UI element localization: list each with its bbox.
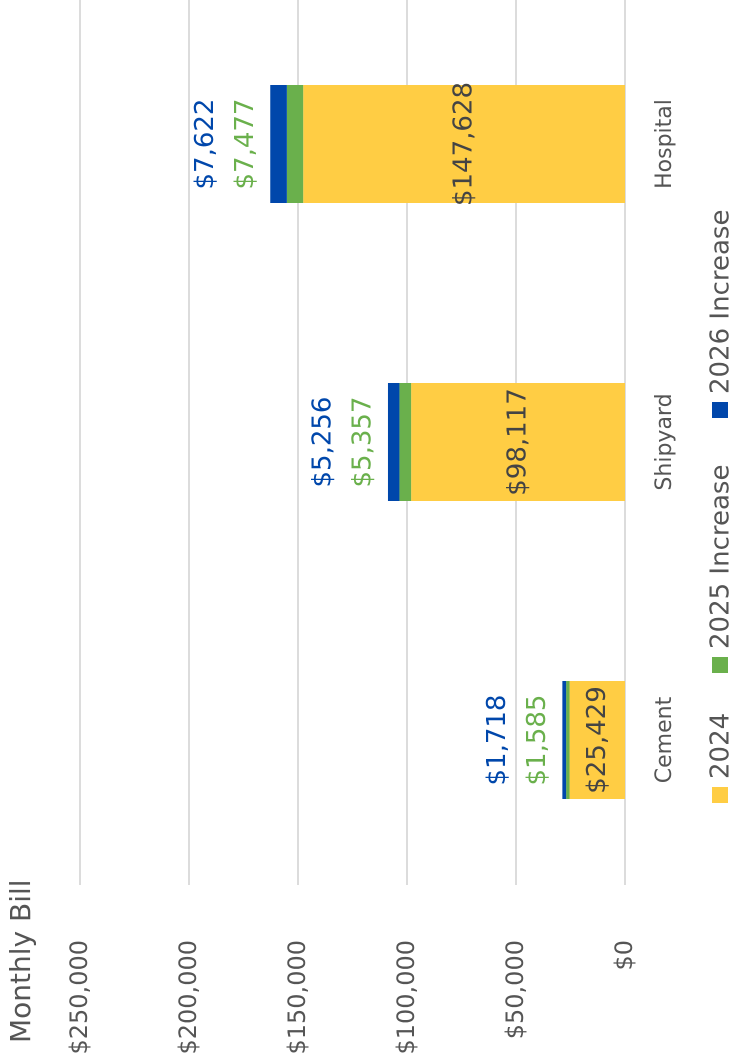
bar-segment [303, 85, 625, 203]
value-label: $147,628 [449, 82, 479, 206]
value-label: $5,256 [307, 397, 337, 488]
legend-swatch [712, 657, 728, 673]
legend-label: 2025 Increase [706, 465, 735, 649]
bar-segment [387, 383, 400, 501]
legend-swatch [712, 402, 728, 418]
y-tick-label: $100,000 [392, 940, 420, 1055]
y-tick-label: $200,000 [174, 940, 202, 1055]
legend-label: 2024 [706, 713, 735, 779]
bar-segment [562, 681, 567, 799]
x-tick-label: Shipyard [652, 393, 677, 490]
value-label: $7,477 [230, 99, 260, 190]
legend-label: 2026 Increase [706, 210, 735, 394]
x-tick-label: Cement [652, 696, 677, 783]
value-label: $7,622 [190, 99, 220, 190]
bar-segment [566, 681, 570, 799]
value-label: $5,357 [347, 397, 377, 488]
legend-swatch [712, 787, 728, 803]
value-label: $98,117 [503, 388, 533, 496]
bar-segment [411, 383, 626, 501]
y-tick-label: $0 [610, 940, 638, 971]
value-label: $25,429 [582, 686, 612, 794]
bar-segment [270, 85, 287, 203]
chart-title: Monthly Bill [4, 879, 37, 1043]
y-tick-label: $250,000 [65, 940, 93, 1055]
y-tick-label: $150,000 [283, 940, 311, 1055]
y-tick-label: $50,000 [501, 940, 529, 1039]
bar-segment [286, 85, 304, 203]
x-tick-label: Hospital [652, 99, 677, 189]
bar-segment [399, 383, 412, 501]
value-label: $1,585 [522, 695, 552, 786]
value-label: $1,718 [482, 695, 512, 786]
bar-segment [569, 681, 625, 799]
